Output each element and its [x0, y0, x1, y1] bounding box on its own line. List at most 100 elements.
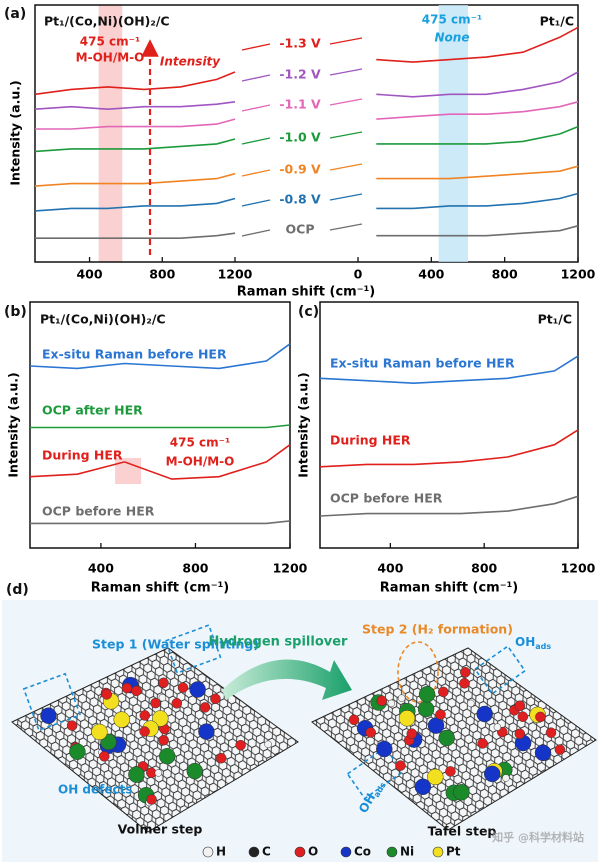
y-axis-title: Intensity (a.u.) — [296, 372, 311, 477]
atom — [150, 697, 161, 709]
atom — [348, 714, 360, 726]
legend-label: Co — [354, 845, 371, 859]
legend-label: H — [216, 845, 226, 859]
atom — [158, 734, 169, 746]
spectrum-line — [376, 125, 579, 145]
label-connector — [241, 74, 271, 82]
atom — [493, 723, 502, 731]
label-connector — [241, 199, 271, 207]
atom — [460, 667, 471, 678]
spectrum-line — [29, 444, 291, 480]
atom — [467, 699, 475, 708]
series-label: -0.9 V — [279, 162, 321, 177]
x-tick-label: 400 — [418, 267, 444, 282]
atom — [139, 710, 151, 721]
atom — [121, 682, 133, 694]
spectrum-line — [376, 192, 579, 210]
spectrum-line — [319, 355, 579, 385]
atom — [438, 686, 449, 698]
atom — [406, 728, 418, 739]
oh-ads-sub: ads — [535, 642, 551, 651]
spectrum-line — [35, 118, 236, 130]
spectrum-line — [34, 197, 236, 212]
atom — [91, 723, 108, 741]
x-tick-label: 1200 — [218, 267, 253, 282]
legend-swatch — [340, 846, 352, 858]
band-label: 475 cm⁻¹ — [170, 436, 230, 450]
x-tick-label: 400 — [76, 267, 102, 282]
label-connector — [241, 104, 271, 112]
oh-ads-base: OH — [515, 635, 535, 649]
atom — [146, 794, 157, 805]
atom — [395, 760, 406, 771]
spectrum-line — [319, 429, 579, 468]
oh-defects-label: OH defects — [58, 783, 133, 797]
atom — [152, 710, 169, 727]
panel-title: Pt₁/(Co,Ni)(OH)₂/C — [44, 14, 170, 29]
label-connector — [329, 98, 363, 106]
legend-label: Pt — [446, 845, 461, 859]
atom — [186, 762, 204, 780]
atom — [417, 700, 435, 718]
spillover-arrow — [222, 659, 352, 700]
highlight-band — [115, 458, 142, 484]
x-axis-title: Raman shift (cm⁻¹) — [237, 285, 375, 300]
illustration: Step 1 (Water splitting) Hydrogen spillo… — [2, 582, 598, 862]
band-label: 475 cm⁻¹ — [422, 13, 482, 27]
label-connector — [241, 169, 271, 177]
legend: H C O Co Ni Pt — [202, 845, 461, 859]
atom — [535, 711, 546, 723]
legend-label: O — [308, 845, 318, 859]
x-tick-label: 1200 — [561, 267, 596, 282]
series-label: Ex-situ Raman before HER — [42, 347, 227, 362]
atom — [427, 768, 444, 786]
x-tick-label: 400 — [377, 561, 403, 576]
atom — [215, 752, 227, 764]
dashed-box — [164, 624, 222, 674]
spectrum-line — [34, 172, 236, 187]
spectrum-line — [376, 225, 579, 237]
atom — [235, 739, 246, 751]
legend-swatch — [202, 846, 214, 858]
spillover-label: Hydrogen spillover — [209, 635, 349, 650]
spectrum-line — [376, 101, 579, 120]
atom — [139, 726, 150, 737]
atom — [199, 702, 211, 713]
series-label: -1.1 V — [279, 97, 321, 112]
spectrum-line — [319, 495, 579, 517]
x-tick-label: 800 — [471, 561, 497, 576]
atom — [113, 711, 130, 728]
x-axis-title: Raman shift (cm⁻¹) — [380, 581, 518, 596]
spectrum-line — [34, 138, 236, 153]
series-label: OCP before HER — [42, 504, 155, 519]
legend-swatch — [386, 846, 398, 858]
atom — [418, 686, 436, 703]
legend-swatch — [248, 846, 260, 858]
atom — [477, 738, 488, 749]
x-tick-label: 800 — [149, 267, 175, 282]
label-connector — [329, 37, 363, 45]
panel-title: Pt₁/C — [540, 14, 574, 29]
atom — [435, 709, 446, 720]
series-label: OCP after HER — [42, 403, 143, 418]
atom — [365, 727, 376, 738]
panel-label: (a) — [4, 6, 26, 22]
series-label: During HER — [42, 448, 123, 463]
x-tick-label: 800 — [492, 267, 518, 282]
atom — [414, 778, 432, 796]
label-connector — [329, 223, 363, 231]
series-label: -1.3 V — [279, 36, 321, 51]
atom — [189, 681, 206, 698]
atom — [376, 740, 393, 758]
series-label: -1.2 V — [279, 67, 321, 82]
x-tick-label: 800 — [182, 561, 208, 576]
atom — [264, 740, 272, 749]
atom — [554, 744, 566, 755]
panel-label: (c) — [298, 304, 319, 320]
x-axis-title: Raman shift (cm⁻¹) — [91, 581, 229, 596]
spectrum-line — [30, 520, 291, 525]
atom — [534, 744, 552, 762]
spectrum-line — [30, 424, 291, 429]
series-label: OCP before HER — [330, 491, 443, 506]
series-label: OCP — [286, 222, 315, 237]
